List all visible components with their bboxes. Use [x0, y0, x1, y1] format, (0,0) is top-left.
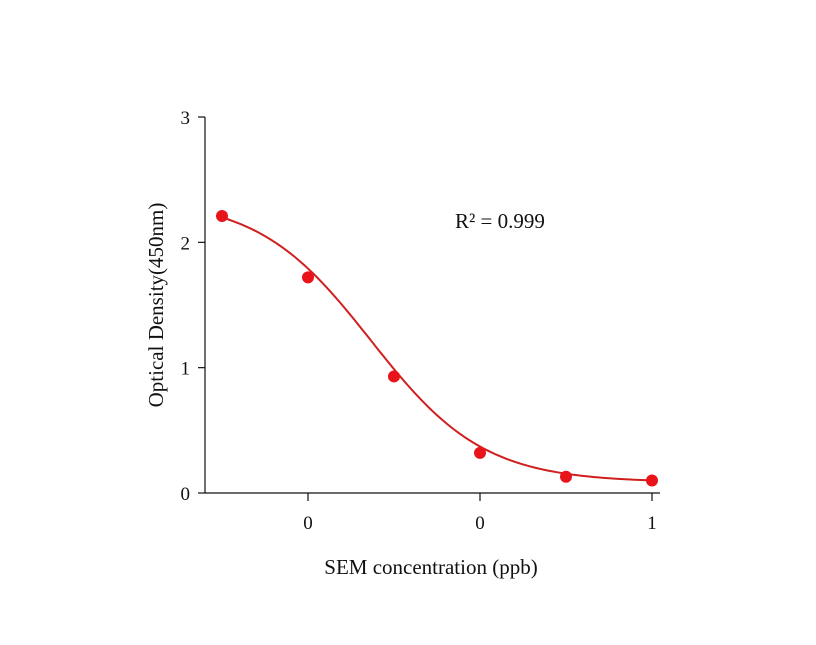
data-point	[646, 474, 658, 487]
y-tick-label: 0	[181, 484, 191, 505]
data-point	[474, 446, 486, 459]
y-tick-label: 2	[181, 233, 191, 254]
fit-curve-layer	[221, 216, 653, 482]
data-point	[302, 271, 314, 284]
data-point	[216, 210, 228, 223]
y-tick-label: 1	[181, 359, 191, 380]
annotation-r-squared: R² = 0.999	[455, 209, 545, 233]
data-point	[560, 470, 572, 483]
x-tick-label: 1	[647, 513, 657, 534]
axes: 0 1 2 3 0 0 1	[181, 108, 660, 534]
y-tick-label: 3	[181, 108, 191, 129]
fit-curve	[221, 216, 653, 482]
x-axis-label: SEM concentration (ppb)	[324, 555, 537, 579]
labels-layer: R² = 0.999 SEM concentration (ppb) Optic…	[144, 203, 545, 579]
x-tick-label: 0	[303, 513, 313, 534]
x-tick-label: 0	[475, 513, 485, 534]
data-points-layer	[216, 210, 658, 487]
y-axis-label: Optical Density(450nm)	[144, 203, 168, 408]
data-point	[388, 370, 400, 383]
